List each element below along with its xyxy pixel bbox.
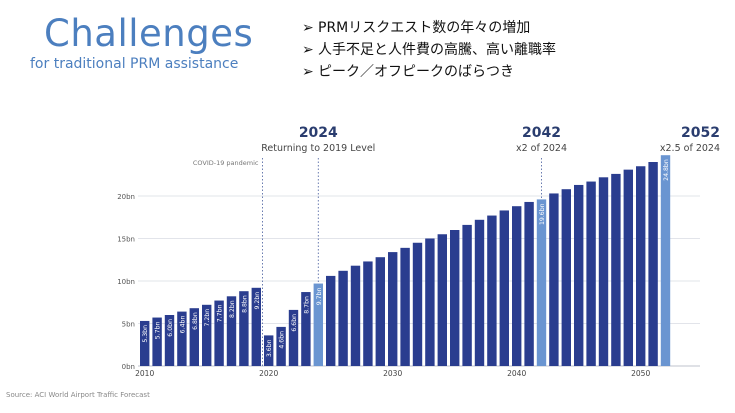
annotation-year: 2052 [681, 125, 720, 141]
slide-title: Challenges [44, 12, 254, 55]
bar-data-label: 8.8bn [241, 295, 248, 313]
bar [611, 173, 621, 366]
bar [412, 242, 423, 366]
annotation-sublabel: x2 of 2024 [516, 143, 567, 154]
bar [561, 189, 571, 366]
arrow-bullet-icon: ➢ [302, 20, 314, 36]
bar [450, 230, 460, 366]
bar [313, 283, 323, 366]
bar [648, 162, 658, 366]
bar [177, 311, 187, 366]
bar-data-label: 7.2bn [204, 309, 211, 327]
bar-data-label: 5.7bn [155, 321, 162, 339]
x-tick-label: 2030 [383, 369, 402, 378]
y-tick-label: 0bn [122, 363, 135, 371]
y-tick-label: 5bn [122, 321, 135, 329]
bar [499, 210, 509, 366]
y-tick-label: 20bn [117, 193, 135, 201]
bar [512, 206, 522, 366]
bar [636, 166, 646, 366]
annotation-year: 2042 [522, 125, 561, 141]
bar [350, 265, 361, 366]
bar-data-label: 8.2bn [229, 300, 236, 318]
bar [264, 335, 274, 366]
bar [152, 317, 162, 366]
bar [586, 181, 596, 366]
slide-subtitle: for traditional PRM assistance [30, 56, 239, 72]
bar [239, 291, 249, 366]
bullet-text: PRMリスクエスト数の年々の増加 [318, 20, 531, 36]
bar-data-label: 6.6bn [291, 314, 298, 332]
bar [301, 292, 311, 366]
y-tick-label: 10bn [117, 278, 135, 286]
bar [623, 169, 633, 366]
bullet-item: ➢ 人手不足と人件費の高騰、高い離職率 [302, 39, 556, 61]
annotation-sublabel: Returning to 2019 Level [261, 143, 375, 154]
source-note: Source: ACI World Airport Traffic Foreca… [6, 391, 150, 399]
bullet-text: ピーク／オフピークのばらつき [318, 64, 514, 80]
bullet-item: ➢ PRMリスクエスト数の年々の増加 [302, 17, 556, 39]
bar-data-label: 5.3bn [142, 325, 149, 343]
bar [536, 199, 547, 366]
bar [164, 315, 175, 366]
bar [425, 238, 435, 366]
bar-data-label: 9.2bn [254, 292, 261, 310]
bar-data-label: 9.7bn [316, 287, 323, 305]
bar [462, 224, 472, 366]
bar [189, 308, 199, 366]
bar [598, 177, 609, 366]
x-tick-label: 2010 [135, 369, 154, 378]
bar [326, 275, 336, 366]
bar [474, 219, 485, 366]
bullet-list: ➢ PRMリスクエスト数の年々の増加 ➢ 人手不足と人件費の高騰、高い離職率 ➢ ピー… [302, 17, 556, 83]
bar [388, 252, 398, 366]
annotation-sublabel: x2.5 of 2024 [660, 143, 720, 154]
annotation-year: 2024 [299, 125, 338, 141]
bar [660, 155, 671, 366]
bar [202, 304, 212, 366]
bar-data-label: 6.0bn [167, 319, 174, 337]
x-tick-label: 2050 [631, 369, 650, 378]
bar-data-label: 19.6bn [539, 203, 546, 225]
arrow-bullet-icon: ➢ [302, 42, 314, 58]
bullet-text: 人手不足と人件費の高騰、高い離職率 [318, 42, 556, 58]
bar [400, 247, 410, 366]
bar [487, 215, 497, 366]
bar [437, 234, 447, 366]
bar-data-label: 4.6bn [279, 331, 286, 349]
bar [524, 201, 534, 366]
bar [574, 184, 584, 366]
bar [140, 320, 150, 366]
bar-data-label: 3.6bn [266, 339, 273, 357]
bar [251, 287, 261, 366]
bar-data-label: 7.7bn [217, 304, 224, 322]
bar [363, 261, 373, 366]
arrow-bullet-icon: ➢ [302, 64, 314, 80]
x-tick-label: 2040 [507, 369, 526, 378]
bar [214, 300, 224, 366]
bar-data-label: 6.8bn [192, 312, 199, 330]
bar-data-label: 24.8bn [663, 159, 670, 181]
annotation-label: COVID-19 pandemic [193, 159, 259, 167]
bar [288, 309, 299, 366]
bullet-item: ➢ ピーク／オフピークのばらつき [302, 61, 556, 83]
bar-data-label: 6.4bn [179, 316, 186, 334]
bar [226, 296, 237, 366]
bar [338, 270, 348, 366]
bar [375, 257, 385, 366]
bar [549, 193, 559, 366]
bar [276, 326, 286, 366]
bar-data-label: 8.7bn [303, 296, 310, 314]
y-tick-label: 15bn [117, 236, 135, 244]
x-tick-label: 2020 [259, 369, 278, 378]
